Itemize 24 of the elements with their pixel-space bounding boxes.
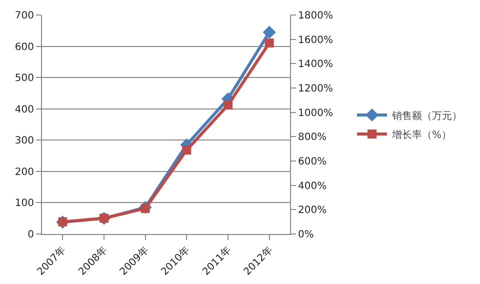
point	[182, 146, 192, 155]
y-tick-label: 600	[14, 42, 34, 53]
y2-tick-label: 1000%	[298, 108, 333, 119]
point	[262, 26, 276, 39]
y-tick-label: 100	[14, 198, 34, 210]
legend-label: 增长率（%）	[391, 128, 452, 141]
y-tick-label: 500	[14, 73, 34, 84]
point	[224, 100, 232, 110]
y2-tick-label: 400%	[298, 180, 327, 192]
y2-tick-label: 800%	[298, 132, 327, 144]
y2-tick-label: 1400%	[298, 59, 333, 70]
y2-tick-label: 0%	[298, 230, 314, 240]
y2-tick-label: 600%	[298, 156, 327, 168]
y-tick-label: 400	[14, 104, 34, 116]
y2-tick-label: 1200%	[298, 84, 333, 94]
y-tick-label: 300	[14, 136, 34, 147]
y-tick-label: 700	[14, 10, 34, 22]
y2-tick-label: 1800%	[298, 10, 333, 22]
y-tick-label: 200	[14, 166, 34, 178]
y-tick-label: 0	[28, 230, 34, 240]
y2-tick-label: 200%	[298, 205, 327, 216]
y2-tick-label: 1600%	[298, 34, 333, 46]
legend-label: 销售额（万元）	[391, 110, 462, 122]
point	[264, 38, 274, 48]
